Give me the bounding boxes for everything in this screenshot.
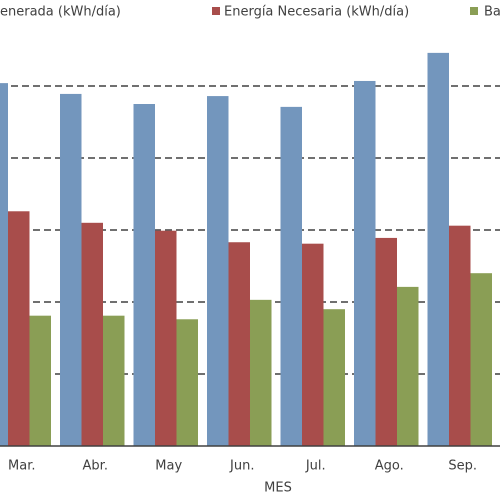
bar [280,106,302,446]
bar [470,273,492,446]
bar [8,211,30,446]
x-tick-label: Ago. [375,459,404,474]
bar [449,225,471,446]
legend-label: Ba [484,5,500,20]
x-tick-label: Jul. [305,459,326,474]
bar [0,83,8,447]
bar [375,237,397,446]
bar [176,319,198,446]
x-tick-label: Abr. [83,459,108,474]
legend-swatch [470,7,478,15]
bar [228,242,250,446]
bar [29,315,51,446]
x-tick-label: Sep. [448,459,477,474]
x-axis-title: MES [264,481,292,496]
legend-label: Energía Necesaria (kWh/día) [224,5,409,20]
bar [207,96,229,446]
bar [302,243,324,446]
x-tick-label: May [155,459,182,474]
bar [81,222,103,446]
bar [155,230,177,446]
bar [250,299,272,446]
legend-label: enerada (kWh/día) [0,5,121,20]
bar [103,315,125,446]
bar [354,80,376,447]
bar [133,104,155,446]
bar [323,309,345,446]
x-tick-label: Jun. [229,459,254,474]
bar [427,52,449,446]
bar [397,286,419,446]
legend-swatch [212,7,220,15]
bar [60,93,82,447]
x-tick-label: Mar. [8,459,35,474]
